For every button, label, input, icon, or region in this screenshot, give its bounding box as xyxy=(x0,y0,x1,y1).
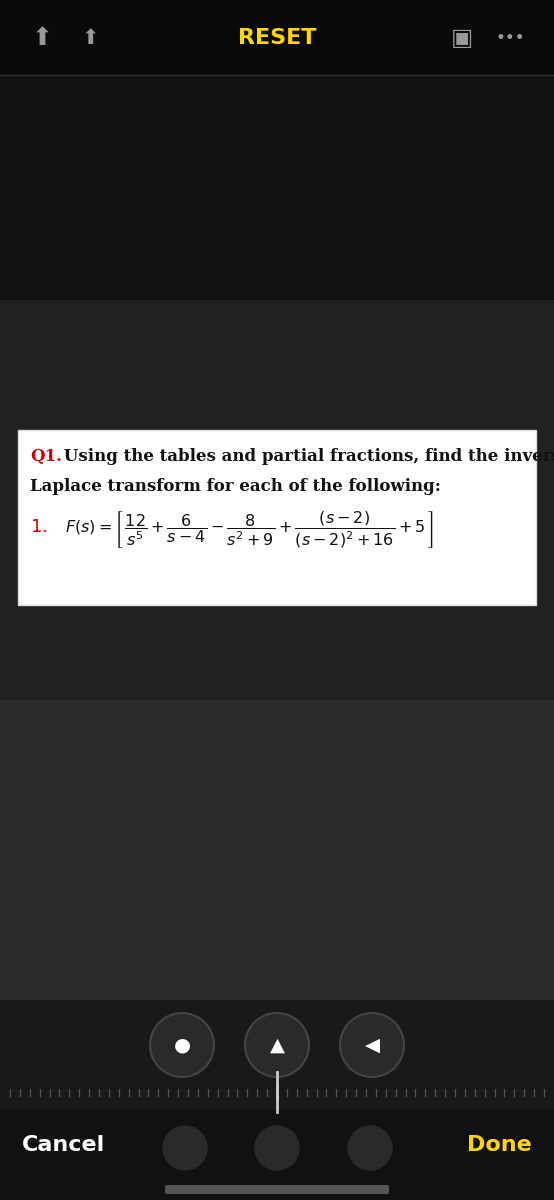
Text: ⬆: ⬆ xyxy=(81,28,99,48)
Text: ▣: ▣ xyxy=(451,26,473,50)
Bar xyxy=(0,0,554,74)
Text: Laplace transform for each of the following:: Laplace transform for each of the follow… xyxy=(30,478,441,494)
Circle shape xyxy=(245,1013,309,1078)
Text: Cancel: Cancel xyxy=(22,1135,105,1154)
FancyBboxPatch shape xyxy=(165,1186,389,1194)
Circle shape xyxy=(255,1126,299,1170)
Text: Done: Done xyxy=(467,1135,532,1154)
Text: $\mathit{1.}$: $\mathit{1.}$ xyxy=(30,518,47,536)
Circle shape xyxy=(163,1126,207,1170)
Circle shape xyxy=(150,1013,214,1078)
Text: ●: ● xyxy=(173,1036,191,1055)
Text: •••: ••• xyxy=(495,29,525,47)
Text: $F(s) = \left[\,\dfrac{12}{s^5}+\dfrac{6}{s-4}-\dfrac{8}{s^2+9}+\dfrac{(s-2)}{(s: $F(s) = \left[\,\dfrac{12}{s^5}+\dfrac{6… xyxy=(65,510,434,551)
Text: ▲: ▲ xyxy=(269,1036,285,1055)
Circle shape xyxy=(340,1013,404,1078)
Text: Using the tables and partial fractions, find the inverse: Using the tables and partial fractions, … xyxy=(58,448,554,464)
FancyBboxPatch shape xyxy=(18,430,536,605)
Text: RESET: RESET xyxy=(238,28,316,48)
Circle shape xyxy=(348,1126,392,1170)
Text: ◀: ◀ xyxy=(365,1036,379,1055)
Text: ⬆: ⬆ xyxy=(32,26,53,50)
Text: Q1.: Q1. xyxy=(30,448,62,464)
Bar xyxy=(0,1110,554,1200)
